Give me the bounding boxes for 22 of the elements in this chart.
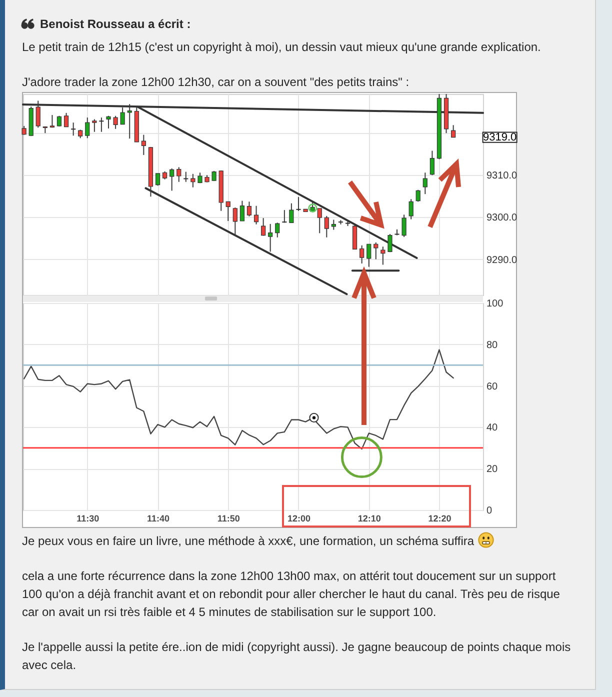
x-tick-label: 12:10 — [358, 514, 381, 524]
y-tick-label: 100 — [486, 298, 504, 310]
y-tick-label: 40 — [486, 422, 498, 434]
y-tick-label: 60 — [486, 381, 498, 392]
annotation: 9319.0 — [482, 131, 517, 144]
y-tick-label: 9310.0 — [486, 170, 518, 182]
x-tick-label: 11:50 — [217, 514, 240, 524]
y-tick-label: 9300.0 — [486, 212, 518, 224]
text: J'adore trader la zone 12h00 12h30, car on a souvent "des petits trains" : — [22, 74, 410, 91]
y-tick-label: 80 — [486, 340, 498, 351]
y-tick-label: 0 — [486, 506, 492, 516]
x-tick-label: 12:20 — [428, 514, 452, 524]
text: Je l'appelle aussi la petite ére..ion de midi (copyright aussi). Je gagne beaucoup de points chaque mois avec cela. — [22, 639, 572, 674]
chart-title: Benoist Rousseau a écrit : — [40, 16, 191, 33]
y-tick-label: 9290.0 — [486, 254, 518, 266]
x-tick-label: 12:00 — [287, 514, 311, 524]
chart-subtitle: Le petit train de 12h15 (c'est un copyright à moi), un dessin vaut mieux qu'une grande explication. — [22, 39, 542, 56]
x-tick-label: 11:30 — [76, 514, 100, 524]
y-tick-label: 20 — [486, 464, 498, 476]
text: Je peux vous en faire un livre, une méthode à xxx€, une formation, un schéma suffira — [22, 533, 476, 550]
text: cela a une forte récurrence dans la zone 12h00 13h00 max, on attérit tout doucement sur un support 100 qu'on a déjà franchit avant et on rebondit pour aller chercher le haut du canal. Très peu de risque car on avait un rsi très faible et 4 5 minutes de stabilisation sur le support 100. — [22, 568, 561, 621]
x-tick-label: 11:40 — [147, 514, 170, 524]
